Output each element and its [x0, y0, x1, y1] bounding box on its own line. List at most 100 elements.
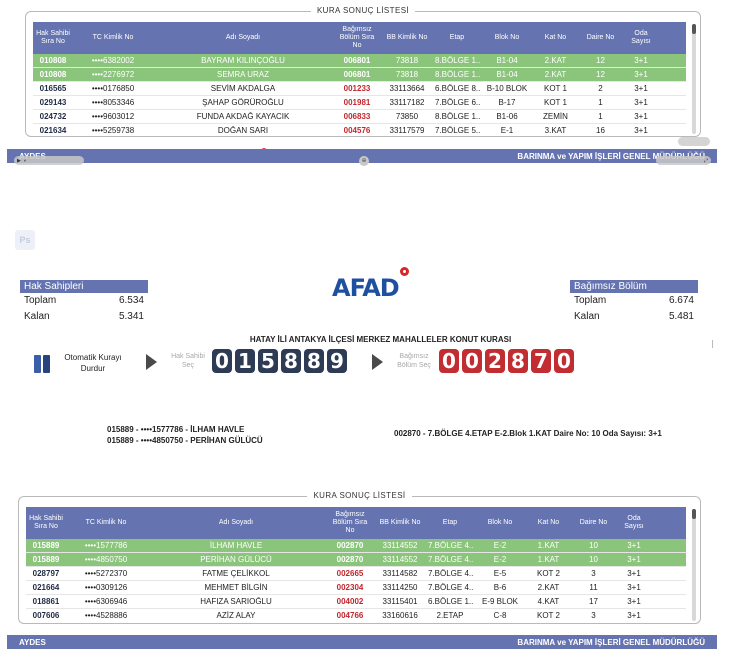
- volume-icon[interactable]: ◐: [23, 157, 27, 164]
- col-tc-kimlik: TC Kimlik No: [85, 519, 127, 526]
- cell-sira: 016565: [39, 84, 67, 93]
- cell-bb: 33115401: [382, 597, 418, 606]
- col-daire: Daire No: [586, 34, 615, 41]
- table-row[interactable]: 021664 ••••0309126 MEHMET BİLGİN 002304 3311…: [26, 581, 686, 595]
- cell-tc: ••••0309126: [84, 583, 128, 592]
- cell-ad: FATME ÇELİKKOL: [202, 569, 270, 578]
- cell-sira: 021664: [32, 583, 60, 592]
- cell-blok: E-5: [493, 569, 507, 578]
- bolum-digit: 7: [531, 349, 551, 373]
- cell-bolum: 004576: [343, 126, 371, 134]
- hak-sahipleri-toplam-row: Toplam 6.534: [24, 295, 144, 306]
- cell-daire: 3: [591, 569, 596, 578]
- table-row[interactable]: 021634 ••••5259738 DOĞAN SARI 004576 3311757…: [33, 124, 686, 134]
- cell-bb: 73818: [395, 56, 419, 65]
- cell-ad: HAFIZA SARIOĞLU: [200, 597, 272, 606]
- cell-ad: ŞAHAP GÖRÜROĞLU: [202, 98, 284, 107]
- table-row[interactable]: 007606 ••••4528886 AZİZ ALAY 004766 33160616…: [26, 609, 686, 621]
- cell-daire: 2: [598, 84, 603, 93]
- table-row[interactable]: 029143 ••••8053346 ŞAHAP GÖRÜROĞLU 001981 33…: [33, 96, 686, 110]
- divider: [712, 340, 713, 348]
- cell-daire: 16: [596, 126, 605, 134]
- cell-bb: 33117182: [389, 98, 425, 107]
- cell-oda: 3+1: [634, 84, 648, 93]
- fullscreen-icon[interactable]: ⤢: [703, 157, 708, 164]
- hak-sahipleri-stats: Hak Sahipleri Toplam 6.534 Kalan 5.341: [20, 280, 148, 325]
- hak-sahibi-sec-button[interactable]: Hak Sahibi Seç: [171, 353, 205, 369]
- hak-sahibi-digits: 0 1 5 8 8 9: [212, 349, 347, 373]
- cell-sira: 018861: [32, 597, 60, 606]
- bolum-digit: 2: [485, 349, 505, 373]
- video-center-button[interactable]: ⊕: [359, 156, 369, 166]
- table-row[interactable]: 024732 ••••9603012 FUNDA AKDAĞ KAYACIK 0068…: [33, 110, 686, 124]
- hak-digit: 8: [281, 349, 301, 373]
- bagimsiz-bolum-kalan: 5.481: [668, 311, 694, 322]
- bolum-digit: 0: [439, 349, 459, 373]
- cell-bolum: 002304: [336, 583, 364, 592]
- hak-digit: 9: [327, 349, 347, 373]
- table-row[interactable]: 018861 ••••6306946 HAFIZA SARIOĞLU 004002 33…: [26, 595, 686, 609]
- cell-tc: ••••4850750: [84, 555, 128, 564]
- cell-bb: 73850: [395, 112, 419, 121]
- cell-bolum: 001981: [343, 98, 371, 107]
- cell-oda: 3+1: [627, 541, 641, 550]
- video-play-controls[interactable]: ▶ ◐: [14, 156, 84, 165]
- col-kat: Kat No: [537, 519, 560, 526]
- cell-sira: 021634: [39, 126, 67, 134]
- cell-bb: 33160616: [382, 611, 418, 620]
- bottom-result-panel: KURA SONUÇ LİSTESİ Hak Sahibi Sıra No TC…: [18, 491, 701, 624]
- cell-kat: 1.KAT: [537, 541, 560, 550]
- col-hak-sahibi-sira: Hak Sahibi Sıra No: [36, 30, 70, 45]
- bagimsiz-bolum-stats: Bağımsız Bölüm Toplam 6.674 Kalan 5.481: [570, 280, 698, 325]
- bottom-table-body: 015889 ••••1577786 İLHAM HAVLE 002870 331145…: [26, 539, 686, 621]
- cell-ad: AZİZ ALAY: [216, 611, 256, 620]
- col-etap: Etap: [449, 34, 465, 41]
- col-bolum-sira: Bağımsız Bölüm Sıra No: [339, 26, 375, 49]
- cell-tc: ••••1577786: [84, 541, 128, 550]
- cell-sira: 015889: [32, 555, 60, 564]
- hak-digit: 8: [304, 349, 324, 373]
- cell-blok: E-9 BLOK: [481, 597, 518, 606]
- bottom-table-scrollbar[interactable]: [692, 509, 696, 621]
- hak-digit: 0: [212, 349, 232, 373]
- cell-bolum: 006801: [343, 56, 371, 65]
- top-table-scrollbar[interactable]: [692, 24, 696, 134]
- cell-etap: 7.BÖLGE 4...: [428, 555, 474, 564]
- cell-bb: 33113664: [389, 84, 425, 93]
- play-icon[interactable]: ▶: [17, 157, 21, 164]
- table-row[interactable]: 015889 ••••4850750 PERİHAN GÜLÜCÜ 002870 331…: [26, 553, 686, 567]
- cell-daire: 12: [596, 56, 605, 65]
- cell-tc: ••••9603012: [91, 112, 135, 121]
- col-blok: Blok No: [487, 519, 513, 526]
- bagimsiz-bolum-sec-button[interactable]: Bağımsız Bölüm Seç: [397, 353, 431, 369]
- hak-sahipleri-title: Hak Sahipleri: [20, 280, 148, 293]
- cell-etap: 8.BÖLGE 1...: [435, 112, 481, 121]
- cell-ad: SEVİM AKDALGA: [210, 84, 276, 93]
- table-row[interactable]: 010808 ••••2276972 SEMRA URAZ 006801 73818 8.…: [33, 68, 686, 82]
- bagimsiz-bolum-toplam: 6.674: [668, 295, 694, 306]
- top-table-header: Hak Sahibi Sıra No TC Kimlik No Adı Soya…: [33, 22, 686, 54]
- table-row[interactable]: 015889 ••••1577786 İLHAM HAVLE 002870 331145…: [26, 539, 686, 553]
- bolum-digit: 0: [554, 349, 574, 373]
- video-settings-pill[interactable]: [678, 137, 710, 146]
- cell-kat: 2.KAT: [544, 70, 567, 79]
- cell-daire: 11: [589, 583, 598, 592]
- bottom-result-table: Hak Sahibi Sıra No TC Kimlik No Adı Soya…: [26, 507, 686, 621]
- col-tc-kimlik: TC Kimlik No: [92, 34, 134, 41]
- table-row[interactable]: 010808 ••••6382002 BAYRAM KILINÇOĞLU 006801…: [33, 54, 686, 68]
- video-fullscreen-controls[interactable]: ⤢: [656, 156, 711, 165]
- table-row[interactable]: 016565 ••••0176850 SEVİM AKDALGA 001233 3311…: [33, 82, 686, 96]
- cell-oda: 3+1: [634, 126, 648, 134]
- auto-draw-stop-icon[interactable]: [34, 355, 54, 373]
- table-row[interactable]: 028797 ••••5272370 FATME ÇELİKKOL 002665 331…: [26, 567, 686, 581]
- bottom-table-header: Hak Sahibi Sıra No TC Kimlik No Adı Soya…: [26, 507, 686, 539]
- winner-line: 015889 - ••••4850750 - PERİHAN GÜLÜCÜ: [107, 436, 263, 445]
- footer-org-name: BARINMA ve YAPIM İŞLERİ GENEL MÜDÜRLÜĞÜ: [517, 637, 705, 647]
- col-bolum-sira: Bağımsız Bölüm Sıra No: [332, 511, 368, 534]
- auto-draw-stop-button[interactable]: Otomatik Kurayı Durdur: [64, 353, 122, 373]
- hak-sahipleri-kalan: 5.341: [118, 311, 144, 322]
- cell-sira: 015889: [32, 541, 60, 550]
- cell-daire: 1: [598, 112, 603, 121]
- cell-blok: C-8: [493, 611, 507, 620]
- arrow-right-icon: [372, 354, 383, 370]
